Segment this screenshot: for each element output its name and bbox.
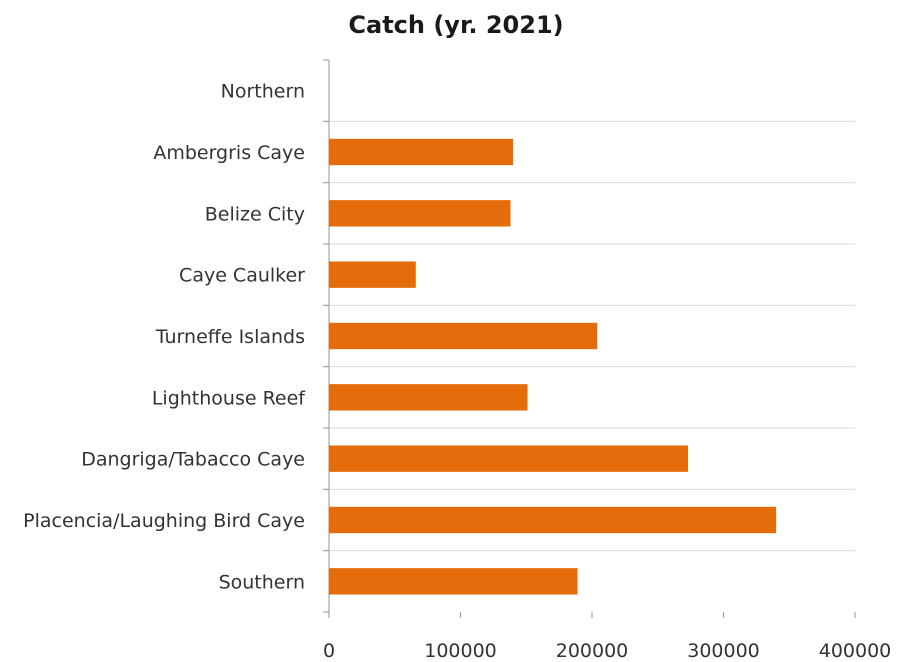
x-tick-label: 100000 [424,640,497,662]
chart-title: Catch (yr. 2021) [348,11,563,39]
x-tick-label: 0 [323,640,335,662]
x-tick-label: 300000 [687,640,760,662]
bar [329,322,598,350]
category-label: Lighthouse Reef [152,387,306,409]
bar [329,506,777,534]
bar [329,261,416,288]
category-label: Southern [219,571,305,593]
bars [329,138,777,595]
category-label: Belize City [205,203,305,225]
category-label: Ambergris Caye [153,142,305,164]
category-labels: Northern Ambergris Caye Belize City Caye Ca… [23,81,306,594]
category-label: Caye Caulker [179,265,305,287]
category-label: Northern [221,81,305,103]
bar [329,384,528,411]
x-tick-label: 400000 [819,640,892,662]
bar [329,200,511,227]
category-label: Placencia/Laughing Bird Caye [23,510,305,532]
category-label: Dangriga/Tabacco Caye [81,449,305,471]
bar [329,568,578,595]
bar [329,445,688,472]
gridlines [329,120,855,552]
category-label: Turneffe Islands [155,326,305,348]
x-tick-label: 200000 [556,640,629,662]
x-tick-labels: 0 100000 200000 300000 400000 [323,640,891,662]
bar [329,138,514,166]
